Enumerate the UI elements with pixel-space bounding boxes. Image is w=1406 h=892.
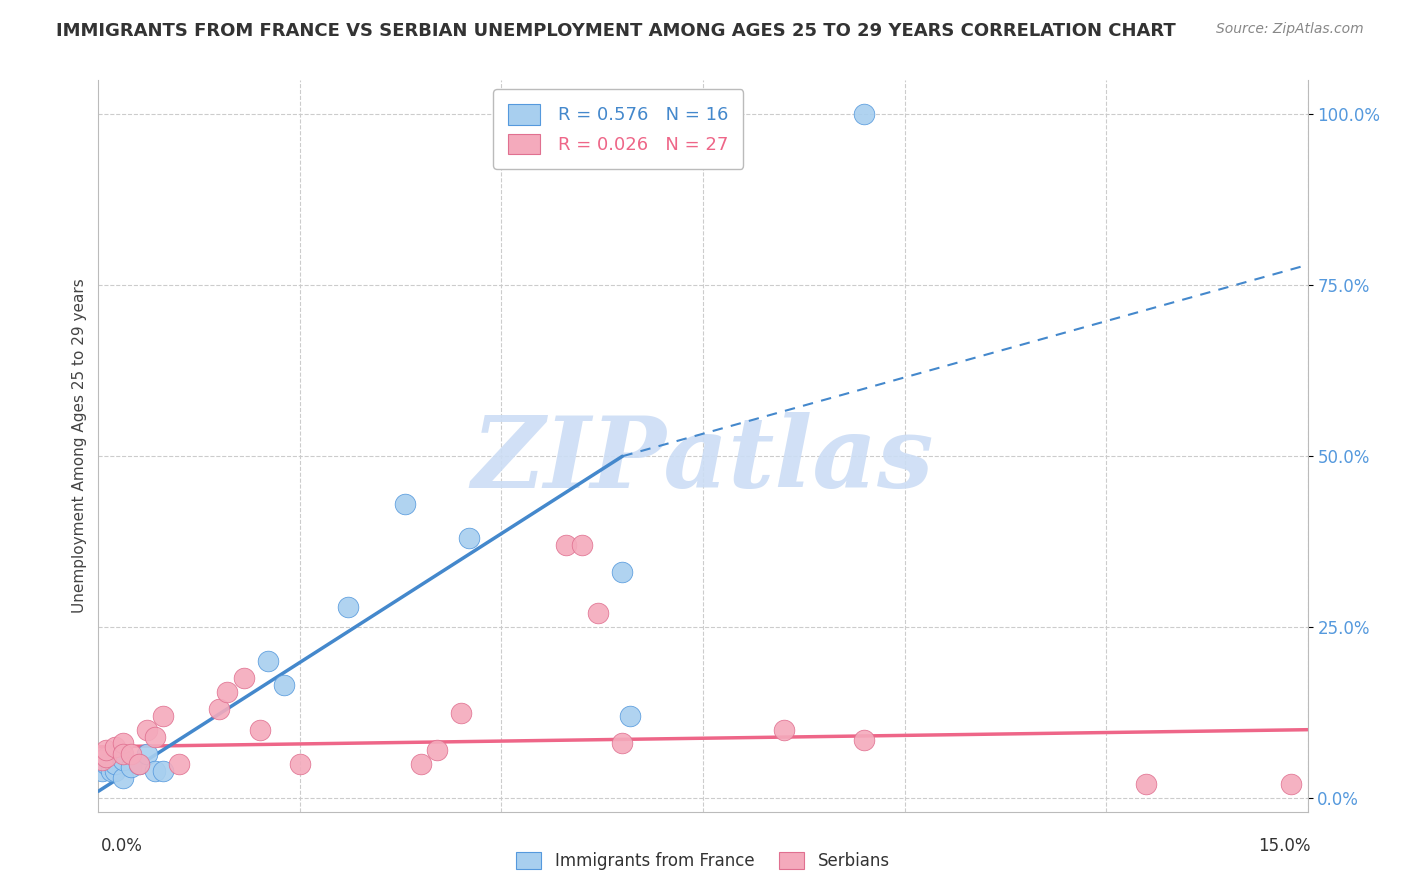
Point (152, 709, 174, 723)
Legend: Immigrants from France, Serbians: Immigrants from France, Serbians (509, 845, 897, 877)
Text: ZIPatlas: ZIPatlas (472, 412, 934, 508)
Point (612, 566, 634, 580)
Point (612, 736, 634, 750)
Point (103, 739, 125, 754)
Point (772, 723, 794, 737)
Point (96, 756, 118, 771)
Point (394, 497, 416, 511)
Point (96, 743, 118, 757)
Point (232, 672, 254, 686)
Point (120, 747, 142, 761)
Text: 0.0%: 0.0% (101, 837, 143, 855)
Point (1135, 777, 1157, 791)
Point (91, 754, 114, 768)
Point (167, 756, 190, 771)
Point (273, 678, 295, 692)
Point (91, 764, 114, 778)
Point (111, 754, 134, 768)
Point (853, 107, 876, 121)
Point (555, 538, 578, 552)
Point (450, 706, 472, 720)
Point (208, 702, 231, 716)
Point (337, 599, 360, 614)
Point (103, 764, 125, 778)
Point (128, 756, 150, 771)
Text: Source: ZipAtlas.com: Source: ZipAtlas.com (1216, 22, 1364, 37)
Point (96, 750, 118, 764)
Point (1281, 777, 1303, 791)
Text: IMMIGRANTS FROM FRANCE VS SERBIAN UNEMPLOYMENT AMONG AGES 25 TO 29 YEARS CORRELA: IMMIGRANTS FROM FRANCE VS SERBIAN UNEMPL… (56, 22, 1175, 40)
Point (143, 764, 166, 778)
Text: 15.0%: 15.0% (1258, 837, 1310, 855)
Point (111, 771, 134, 785)
Point (571, 538, 593, 552)
Point (853, 733, 876, 747)
Point (409, 756, 432, 771)
Point (111, 747, 134, 761)
Point (100, 764, 122, 778)
Point (249, 723, 271, 737)
Point (111, 736, 134, 750)
Point (128, 756, 150, 771)
Point (143, 730, 166, 744)
Point (426, 743, 449, 757)
Point (135, 747, 157, 761)
Point (217, 685, 239, 699)
Point (619, 709, 641, 723)
Point (103, 756, 125, 771)
Point (458, 531, 481, 545)
Point (120, 760, 142, 774)
Point (288, 756, 311, 771)
Point (256, 654, 278, 668)
Y-axis label: Unemployment Among Ages 25 to 29 years: Unemployment Among Ages 25 to 29 years (72, 278, 87, 614)
Point (152, 764, 174, 778)
Point (586, 607, 609, 621)
Point (135, 723, 157, 737)
